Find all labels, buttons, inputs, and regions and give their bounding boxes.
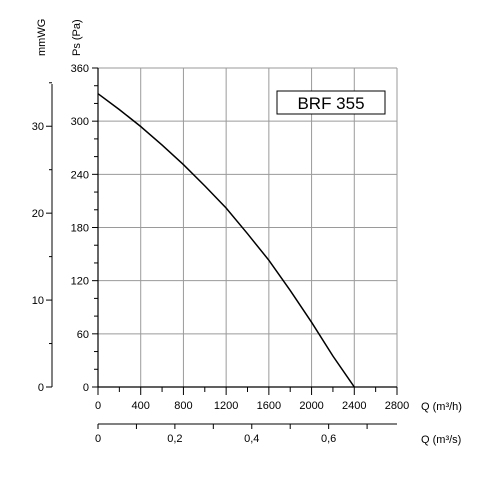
y-tick-label: 180	[71, 223, 89, 235]
fan-curve-line	[97, 93, 355, 388]
chart-title: BRF 355	[297, 94, 364, 113]
y-tick-label: 240	[71, 169, 89, 181]
grid-lines	[97, 67, 398, 388]
secondary-x-tick-label: 0,4	[244, 433, 259, 445]
x-tick-label: 1600	[257, 400, 281, 412]
model-label-box: BRF 355	[276, 90, 386, 115]
x-axis-label: Q (m³/h)	[421, 401, 462, 413]
secondary-x-tick-label: 0	[95, 433, 101, 445]
x-tick-label: 2000	[299, 400, 323, 412]
y-axis-label: Ps (Pa)	[71, 19, 83, 56]
y-tick-label: 360	[71, 63, 89, 75]
tick-marks	[46, 67, 398, 429]
y-tick-label: 300	[71, 116, 89, 128]
secondary-y-tick-label: 30	[32, 121, 44, 133]
tick-labels: 0 400 800 1200 1600 2000 2400 28000601201802403…	[32, 63, 409, 445]
y-tick-label: 120	[71, 276, 89, 288]
secondary-x-tick-label: 0,6	[321, 433, 336, 445]
secondary-y-axis-label: mmWG	[36, 19, 48, 56]
x-tick-label: 2800	[385, 400, 409, 412]
secondary-x-axis-label: Q (m³/s)	[421, 434, 461, 446]
x-tick-label: 0	[95, 400, 101, 412]
x-tick-label: 400	[132, 400, 150, 412]
secondary-y-tick-label: 10	[32, 295, 44, 307]
x-tick-label: 1200	[214, 400, 238, 412]
y-tick-label: 60	[77, 329, 89, 341]
secondary-y-tick-label: 0	[38, 382, 44, 394]
secondary-x-tick-label: 0,2	[167, 433, 182, 445]
secondary-y-tick-label: 20	[32, 208, 44, 220]
x-tick-label: 800	[174, 400, 192, 412]
y-tick-label: 0	[83, 382, 89, 394]
x-tick-label: 2400	[342, 400, 366, 412]
